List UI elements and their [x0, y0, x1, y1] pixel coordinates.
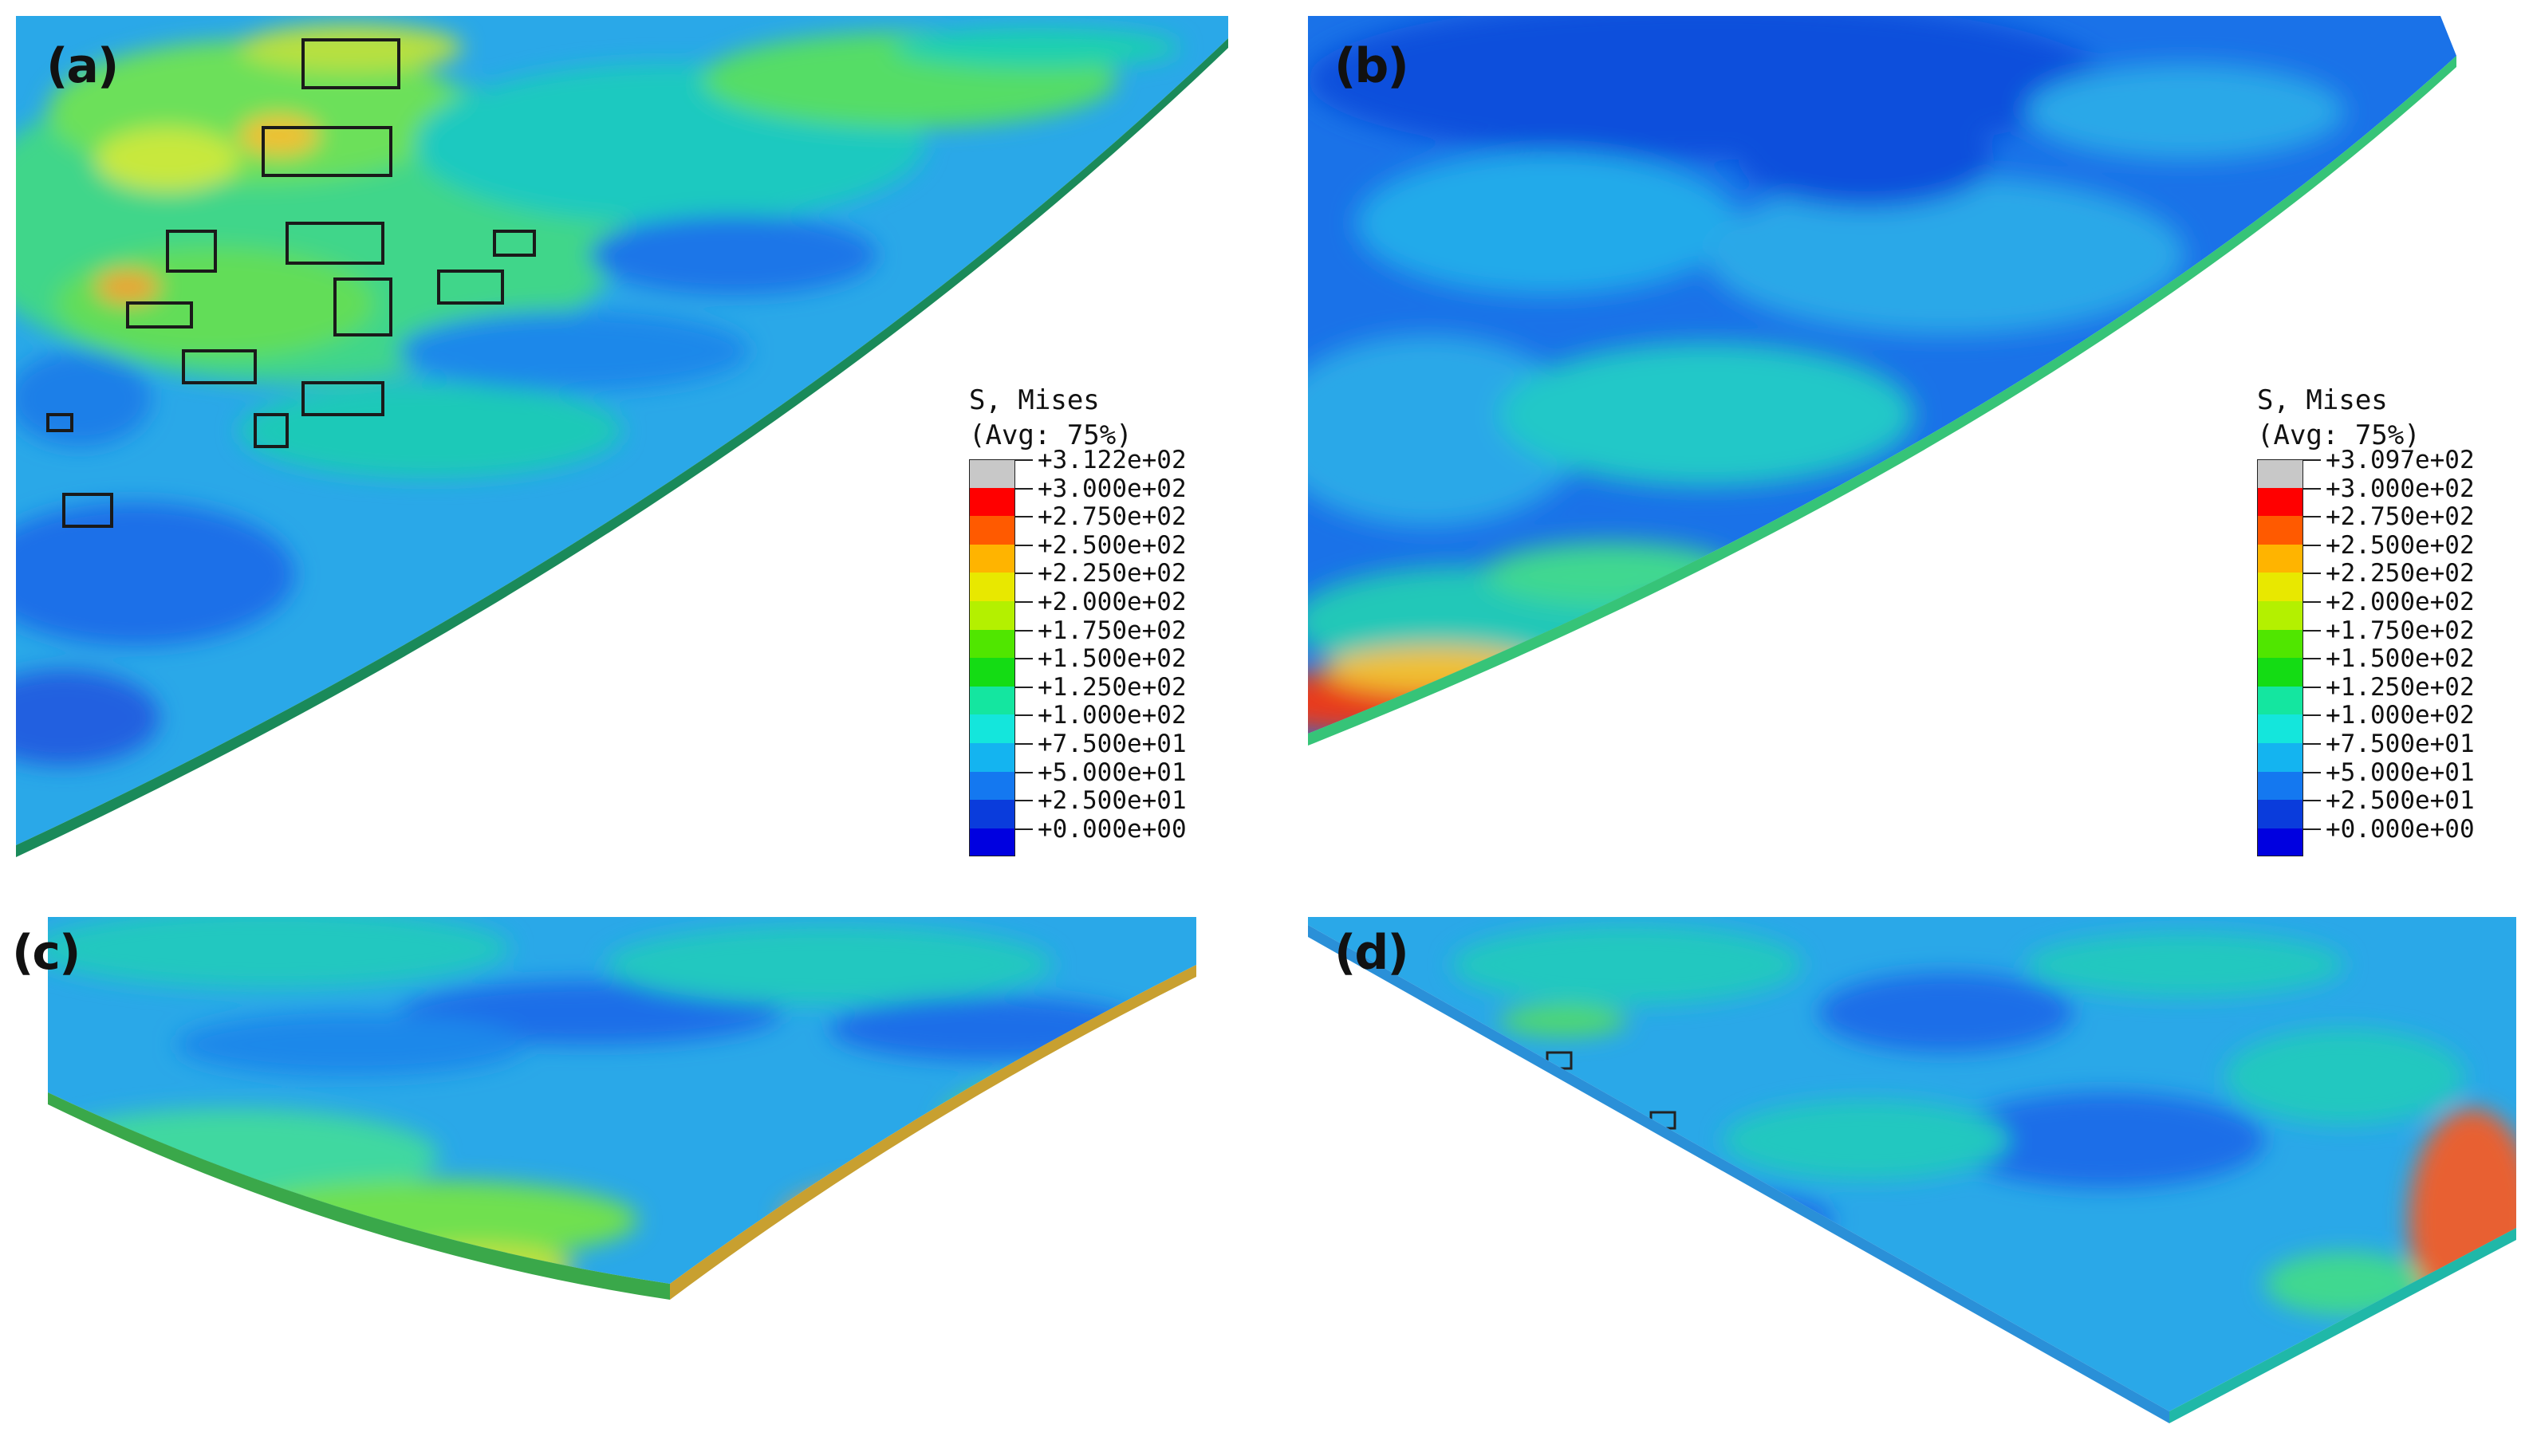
- colorbar-tick-mark: [2303, 658, 2321, 660]
- colorbar-tick-label: +2.000e+02: [2326, 588, 2475, 616]
- colorbar-tick-mark: [2303, 629, 2321, 632]
- colorbar-swatch: [2257, 601, 2303, 630]
- colorbar-tick-mark: [1015, 487, 1033, 490]
- colorbar-tick-mark: [2303, 459, 2321, 461]
- colorbar-tick-mark: [1015, 573, 1033, 575]
- colorbar-tick-label: +2.750e+02: [2326, 502, 2475, 532]
- plate-edge-left: [1308, 925, 2169, 1423]
- colorbar-tick-mark: [1015, 658, 1033, 660]
- colorbar-tick-mark: [2303, 828, 2321, 830]
- colorbar-tick-label: +0.000e+00: [1038, 814, 1187, 844]
- colorbar-tick-mark: [2303, 601, 2321, 603]
- panel-d-stress-contour: [1308, 917, 2520, 1427]
- colorbar-tick-label: +1.500e+02: [2326, 644, 2475, 674]
- colorbar-tick-mark: [1015, 516, 1033, 518]
- legend-title-line1: S, Mises: [969, 384, 1100, 416]
- colorbar-tick-label: +1.500e+02: [1038, 644, 1187, 674]
- colorbar-tick-mark: [2303, 714, 2321, 717]
- plate-edge-right: [2169, 1228, 2516, 1423]
- panel-a-plot: [16, 16, 1228, 857]
- colorbar-swatch: [2257, 658, 2303, 687]
- colorbar-tick-mark: [2303, 743, 2321, 745]
- colorbar-tick-label: +1.750e+02: [2326, 616, 2475, 645]
- colorbar-tick-label: +1.250e+02: [1038, 672, 1187, 702]
- colorbar-swatch: [969, 658, 1015, 687]
- colorbar-tick-mark: [1015, 601, 1033, 603]
- panel-c-stress-contour: [32, 917, 1204, 1316]
- colorbar-tick-label: +5.000e+01: [1038, 758, 1187, 787]
- colorbar-swatch: [969, 601, 1015, 630]
- colorbar-tick-label: +2.500e+02: [1038, 530, 1187, 560]
- colorbar-swatch: [969, 686, 1015, 715]
- colorbar-tick-mark: [1015, 544, 1033, 546]
- colorbar-tick-label: +0.000e+00: [2326, 814, 2475, 844]
- colorbar-swatch: [969, 544, 1015, 573]
- colorbar-tick-label: +2.500e+01: [2326, 786, 2475, 816]
- legend-title-line2: (Avg: 75%): [969, 419, 1133, 451]
- colorbar-tick-label: +2.250e+02: [2326, 559, 2475, 588]
- panel-label-b: (b): [1334, 38, 1409, 94]
- legend-title-line2: (Avg: 75%): [2257, 419, 2421, 451]
- panel-label-c: (c): [12, 925, 81, 981]
- colorbar-tick-label: +2.250e+02: [1038, 559, 1187, 588]
- colorbar-tick-label: +1.250e+02: [2326, 672, 2475, 702]
- plate-edge-right: [670, 965, 1196, 1300]
- colorbar-right: +3.097e+02 +3.000e+02 +2.750e+02 +2.500e+02…: [2257, 448, 2520, 858]
- panel-d-plot: [1308, 917, 2516, 1423]
- colorbar-tick-label: +5.000e+01: [2326, 758, 2475, 787]
- colorbar-tick-label: +1.750e+02: [1038, 616, 1187, 645]
- panel-c-plot: [48, 917, 1196, 1300]
- colorbar-tick-label: +1.000e+02: [2326, 701, 2475, 730]
- colorbar-left: +3.122e+02 +3.000e+02 +2.750e+02 +2.500e+02…: [969, 448, 1232, 858]
- panel-a-stress-contour: [16, 16, 1228, 861]
- colorbar-tick-mark: [1015, 771, 1033, 773]
- colorbar-swatch: [2257, 828, 2303, 857]
- colorbar-tick-mark: [1015, 828, 1033, 830]
- colorbar-tick-mark: [2303, 573, 2321, 575]
- colorbar-tick-label: +2.000e+02: [1038, 588, 1187, 616]
- colorbar-tick-mark: [2303, 771, 2321, 773]
- colorbar-tick-label: +3.000e+02: [1038, 474, 1187, 503]
- legend-title-line1: S, Mises: [2257, 384, 2388, 416]
- colorbar-tick-label: +7.500e+01: [1038, 730, 1187, 758]
- colorbar-tick-mark: [1015, 686, 1033, 688]
- colorbar-tick-mark: [2303, 686, 2321, 688]
- colorbar-tick-label: +2.750e+02: [1038, 502, 1187, 532]
- panel-label-a: (a): [46, 38, 119, 94]
- colorbar-tick-mark: [1015, 800, 1033, 802]
- colorbar-tick-mark: [1015, 629, 1033, 632]
- colorbar-tick-label: +2.500e+02: [2326, 530, 2475, 560]
- colorbar-tick-mark: [2303, 800, 2321, 802]
- colorbar-tick-label: +3.000e+02: [2326, 474, 2475, 503]
- colorbar-tick-label: +3.097e+02: [2326, 446, 2475, 474]
- panel-label-d: (d): [1334, 925, 1409, 981]
- colorbar-swatch: [2257, 629, 2303, 659]
- colorbar-tick-mark: [1015, 714, 1033, 717]
- colorbar-tick-label: +1.000e+02: [1038, 701, 1187, 730]
- colorbar-border: [969, 459, 1015, 857]
- colorbar-tick-label: +3.122e+02: [1038, 446, 1187, 474]
- colorbar-tick-mark: [1015, 743, 1033, 745]
- legend-right: S, Mises (Avg: 75%) +3.097e+02 +3.000e+02…: [2257, 383, 2520, 858]
- plate-edge-left: [48, 1092, 670, 1300]
- colorbar-tick-label: +2.500e+01: [1038, 786, 1187, 816]
- void-outlines: [46, 38, 536, 528]
- colorbar-border: [2257, 459, 2303, 857]
- colorbar-swatch: [2257, 743, 2303, 772]
- legend-left: S, Mises (Avg: 75%) +3.122e+02 +3.000e+02…: [969, 383, 1232, 858]
- colorbar-swatch: [969, 487, 1015, 517]
- colorbar-tick-mark: [1015, 459, 1033, 461]
- colorbar-swatch: [969, 800, 1015, 828]
- colorbar-tick-mark: [2303, 544, 2321, 546]
- colorbar-tick-label: +7.500e+01: [2326, 730, 2475, 758]
- colorbar-tick-mark: [2303, 516, 2321, 518]
- colorbar-tick-mark: [2303, 487, 2321, 490]
